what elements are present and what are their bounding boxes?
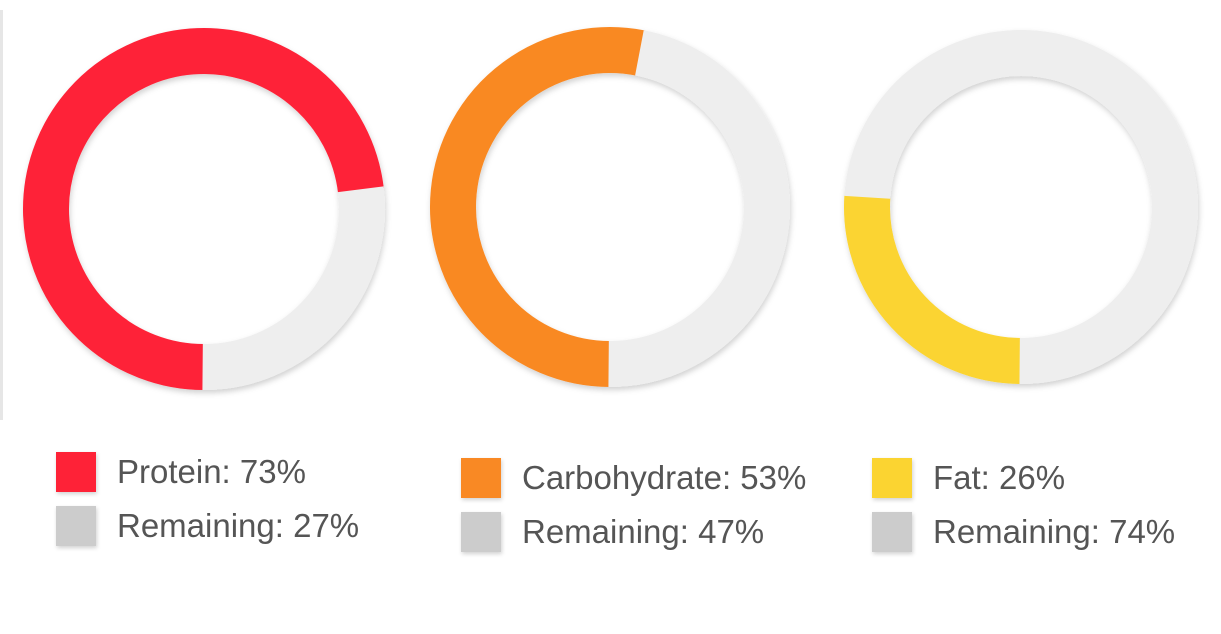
carbohydrate-donut <box>430 27 790 387</box>
fat-legend: Fat: 26% Remaining: 74% <box>872 458 1175 566</box>
legend-label: Protein: 73% <box>117 453 306 490</box>
legend-item-fat: Fat: 26% <box>872 458 1175 498</box>
carbohydrate-slice <box>430 27 646 387</box>
legend-swatch <box>56 506 96 546</box>
legend-label: Remaining: 47% <box>522 513 765 550</box>
legend-label: Fat: 26% <box>933 459 1066 496</box>
legend-item-remaining: Remaining: 47% <box>461 512 806 552</box>
remaining-slice <box>202 186 385 390</box>
legend-swatch <box>872 458 912 498</box>
legend-item-remaining: Remaining: 27% <box>56 506 359 546</box>
legend-label: Carbohydrate: 53% <box>522 459 807 496</box>
fat-donut <box>844 30 1198 384</box>
protein-donut <box>23 28 385 390</box>
remaining-slice <box>608 30 790 387</box>
legend-item-carbohydrate: Carbohydrate: 53% <box>461 458 806 498</box>
legend-swatch <box>872 512 912 552</box>
fat-slice <box>844 194 1022 384</box>
legend-item-protein: Protein: 73% <box>56 452 359 492</box>
legend-label: Remaining: 74% <box>933 513 1176 550</box>
legend-item-remaining: Remaining: 74% <box>872 512 1175 552</box>
legend-label: Remaining: 27% <box>117 507 360 544</box>
donut-charts <box>23 27 1198 390</box>
protein-slice <box>23 28 384 390</box>
legend-swatch <box>56 452 96 492</box>
left-edge-divider <box>0 10 3 420</box>
legend-swatch <box>461 458 501 498</box>
legend-swatch <box>461 512 501 552</box>
carbohydrate-legend: Carbohydrate: 53% Remaining: 47% <box>461 458 806 566</box>
protein-legend: Protein: 73% Remaining: 27% <box>56 452 359 560</box>
remaining-slice <box>844 30 1198 384</box>
